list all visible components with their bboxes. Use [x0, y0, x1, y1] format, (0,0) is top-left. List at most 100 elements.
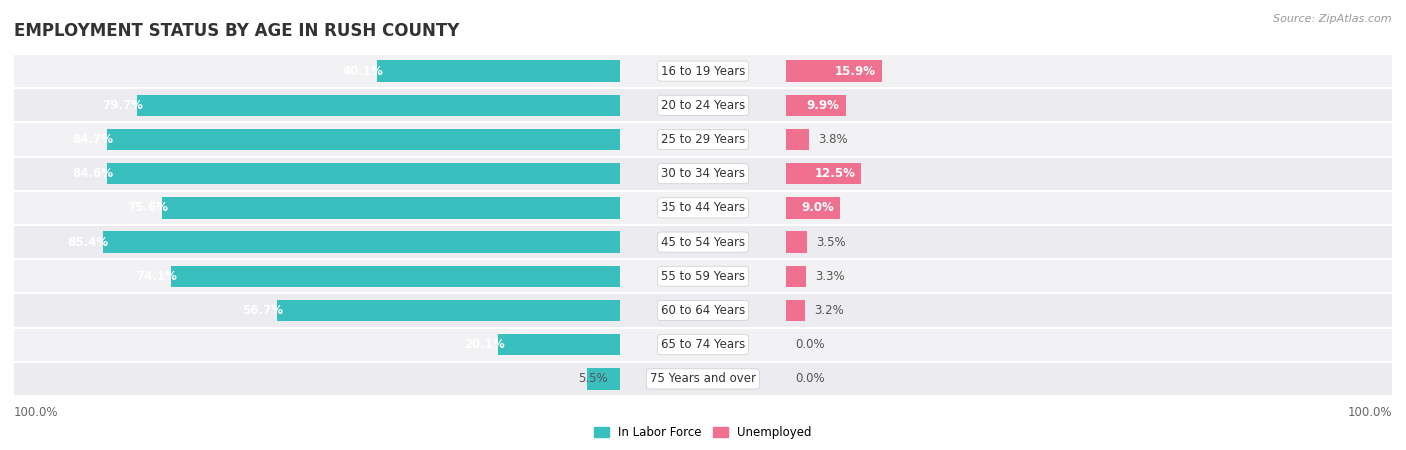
Text: 25 to 29 Years: 25 to 29 Years	[661, 133, 745, 146]
Text: Source: ZipAtlas.com: Source: ZipAtlas.com	[1274, 14, 1392, 23]
Bar	[107, 163, 620, 184]
Bar	[620, 157, 811, 191]
Bar	[786, 300, 806, 321]
Bar	[180, 122, 1392, 157]
Bar	[786, 163, 862, 184]
Bar	[172, 266, 620, 287]
Text: 30 to 34 Years: 30 to 34 Years	[661, 167, 745, 180]
Bar	[786, 293, 794, 328]
Text: 85.4%: 85.4%	[67, 236, 108, 248]
Bar	[138, 94, 620, 116]
Text: 75 Years and over: 75 Years and over	[650, 373, 756, 385]
Bar	[612, 293, 620, 328]
Bar	[180, 157, 1392, 191]
Bar	[14, 122, 1226, 157]
Bar	[14, 293, 1226, 328]
Text: 5.5%: 5.5%	[578, 373, 607, 385]
Bar	[786, 191, 793, 225]
Bar	[14, 191, 1226, 225]
Bar	[377, 60, 620, 82]
Bar	[103, 231, 620, 253]
Bar	[620, 328, 865, 362]
Bar	[786, 197, 841, 219]
Bar	[612, 259, 620, 293]
Bar	[786, 225, 793, 259]
Text: 56.7%: 56.7%	[242, 304, 283, 317]
Text: 35 to 44 Years: 35 to 44 Years	[661, 202, 745, 214]
Bar	[612, 328, 620, 362]
Bar	[620, 259, 842, 293]
Text: 75.6%: 75.6%	[127, 202, 169, 214]
Bar	[786, 129, 808, 150]
Bar	[0, 54, 1406, 88]
Bar	[162, 197, 620, 219]
Bar	[786, 60, 882, 82]
Bar	[620, 88, 794, 122]
Text: 55 to 59 Years: 55 to 59 Years	[661, 270, 745, 283]
Bar	[499, 334, 620, 356]
Text: 79.7%: 79.7%	[103, 99, 143, 112]
Bar	[620, 191, 821, 225]
Bar	[0, 88, 1406, 122]
Bar	[0, 122, 1406, 157]
Text: 45 to 54 Years: 45 to 54 Years	[661, 236, 745, 248]
Bar	[180, 362, 1392, 396]
Bar	[180, 328, 1392, 362]
Text: EMPLOYMENT STATUS BY AGE IN RUSH COUNTY: EMPLOYMENT STATUS BY AGE IN RUSH COUNTY	[14, 22, 460, 40]
Bar	[180, 293, 1392, 328]
Bar	[613, 122, 620, 157]
Text: 65 to 74 Years: 65 to 74 Years	[661, 338, 745, 351]
Text: 16 to 19 Years: 16 to 19 Years	[661, 65, 745, 77]
Bar	[180, 259, 1392, 293]
Bar	[180, 88, 1392, 122]
Bar	[786, 231, 807, 253]
Text: 9.9%: 9.9%	[807, 99, 839, 112]
Text: 3.2%: 3.2%	[814, 304, 844, 317]
Legend: In Labor Force, Unemployed: In Labor Force, Unemployed	[589, 422, 817, 444]
Bar	[612, 362, 620, 396]
Bar	[0, 157, 1406, 191]
Bar	[786, 259, 794, 293]
Bar	[786, 54, 792, 88]
Bar	[14, 225, 1226, 259]
Bar	[786, 88, 792, 122]
Text: 84.7%: 84.7%	[72, 133, 112, 146]
Bar	[786, 328, 794, 362]
Bar	[0, 259, 1406, 293]
Text: 3.3%: 3.3%	[814, 270, 845, 283]
Text: 20 to 24 Years: 20 to 24 Years	[661, 99, 745, 112]
Bar	[613, 191, 620, 225]
Bar	[0, 328, 1406, 362]
Bar	[786, 122, 793, 157]
Bar	[14, 88, 1226, 122]
Bar	[0, 225, 1406, 259]
Text: 100.0%: 100.0%	[14, 406, 59, 419]
Bar	[613, 157, 620, 191]
Text: 3.5%: 3.5%	[815, 236, 845, 248]
Bar	[180, 54, 1392, 88]
Bar	[614, 88, 620, 122]
Bar	[180, 191, 1392, 225]
Bar	[620, 225, 831, 259]
Bar	[620, 362, 877, 396]
Bar	[14, 362, 1226, 396]
Bar	[613, 225, 620, 259]
Bar	[0, 362, 1406, 396]
Bar	[14, 157, 1226, 191]
Text: 84.6%: 84.6%	[72, 167, 114, 180]
Text: 40.1%: 40.1%	[343, 65, 384, 77]
Text: 3.8%: 3.8%	[818, 133, 848, 146]
Bar	[620, 122, 803, 157]
Bar	[586, 368, 620, 390]
Text: 60 to 64 Years: 60 to 64 Years	[661, 304, 745, 317]
Bar	[180, 225, 1392, 259]
Text: 100.0%: 100.0%	[1347, 406, 1392, 419]
Bar	[614, 54, 620, 88]
Text: 12.5%: 12.5%	[814, 167, 855, 180]
Bar	[107, 129, 620, 150]
Bar	[14, 259, 1226, 293]
Bar	[0, 293, 1406, 328]
Bar	[0, 191, 1406, 225]
Text: 0.0%: 0.0%	[794, 338, 824, 351]
Text: 0.0%: 0.0%	[794, 373, 824, 385]
